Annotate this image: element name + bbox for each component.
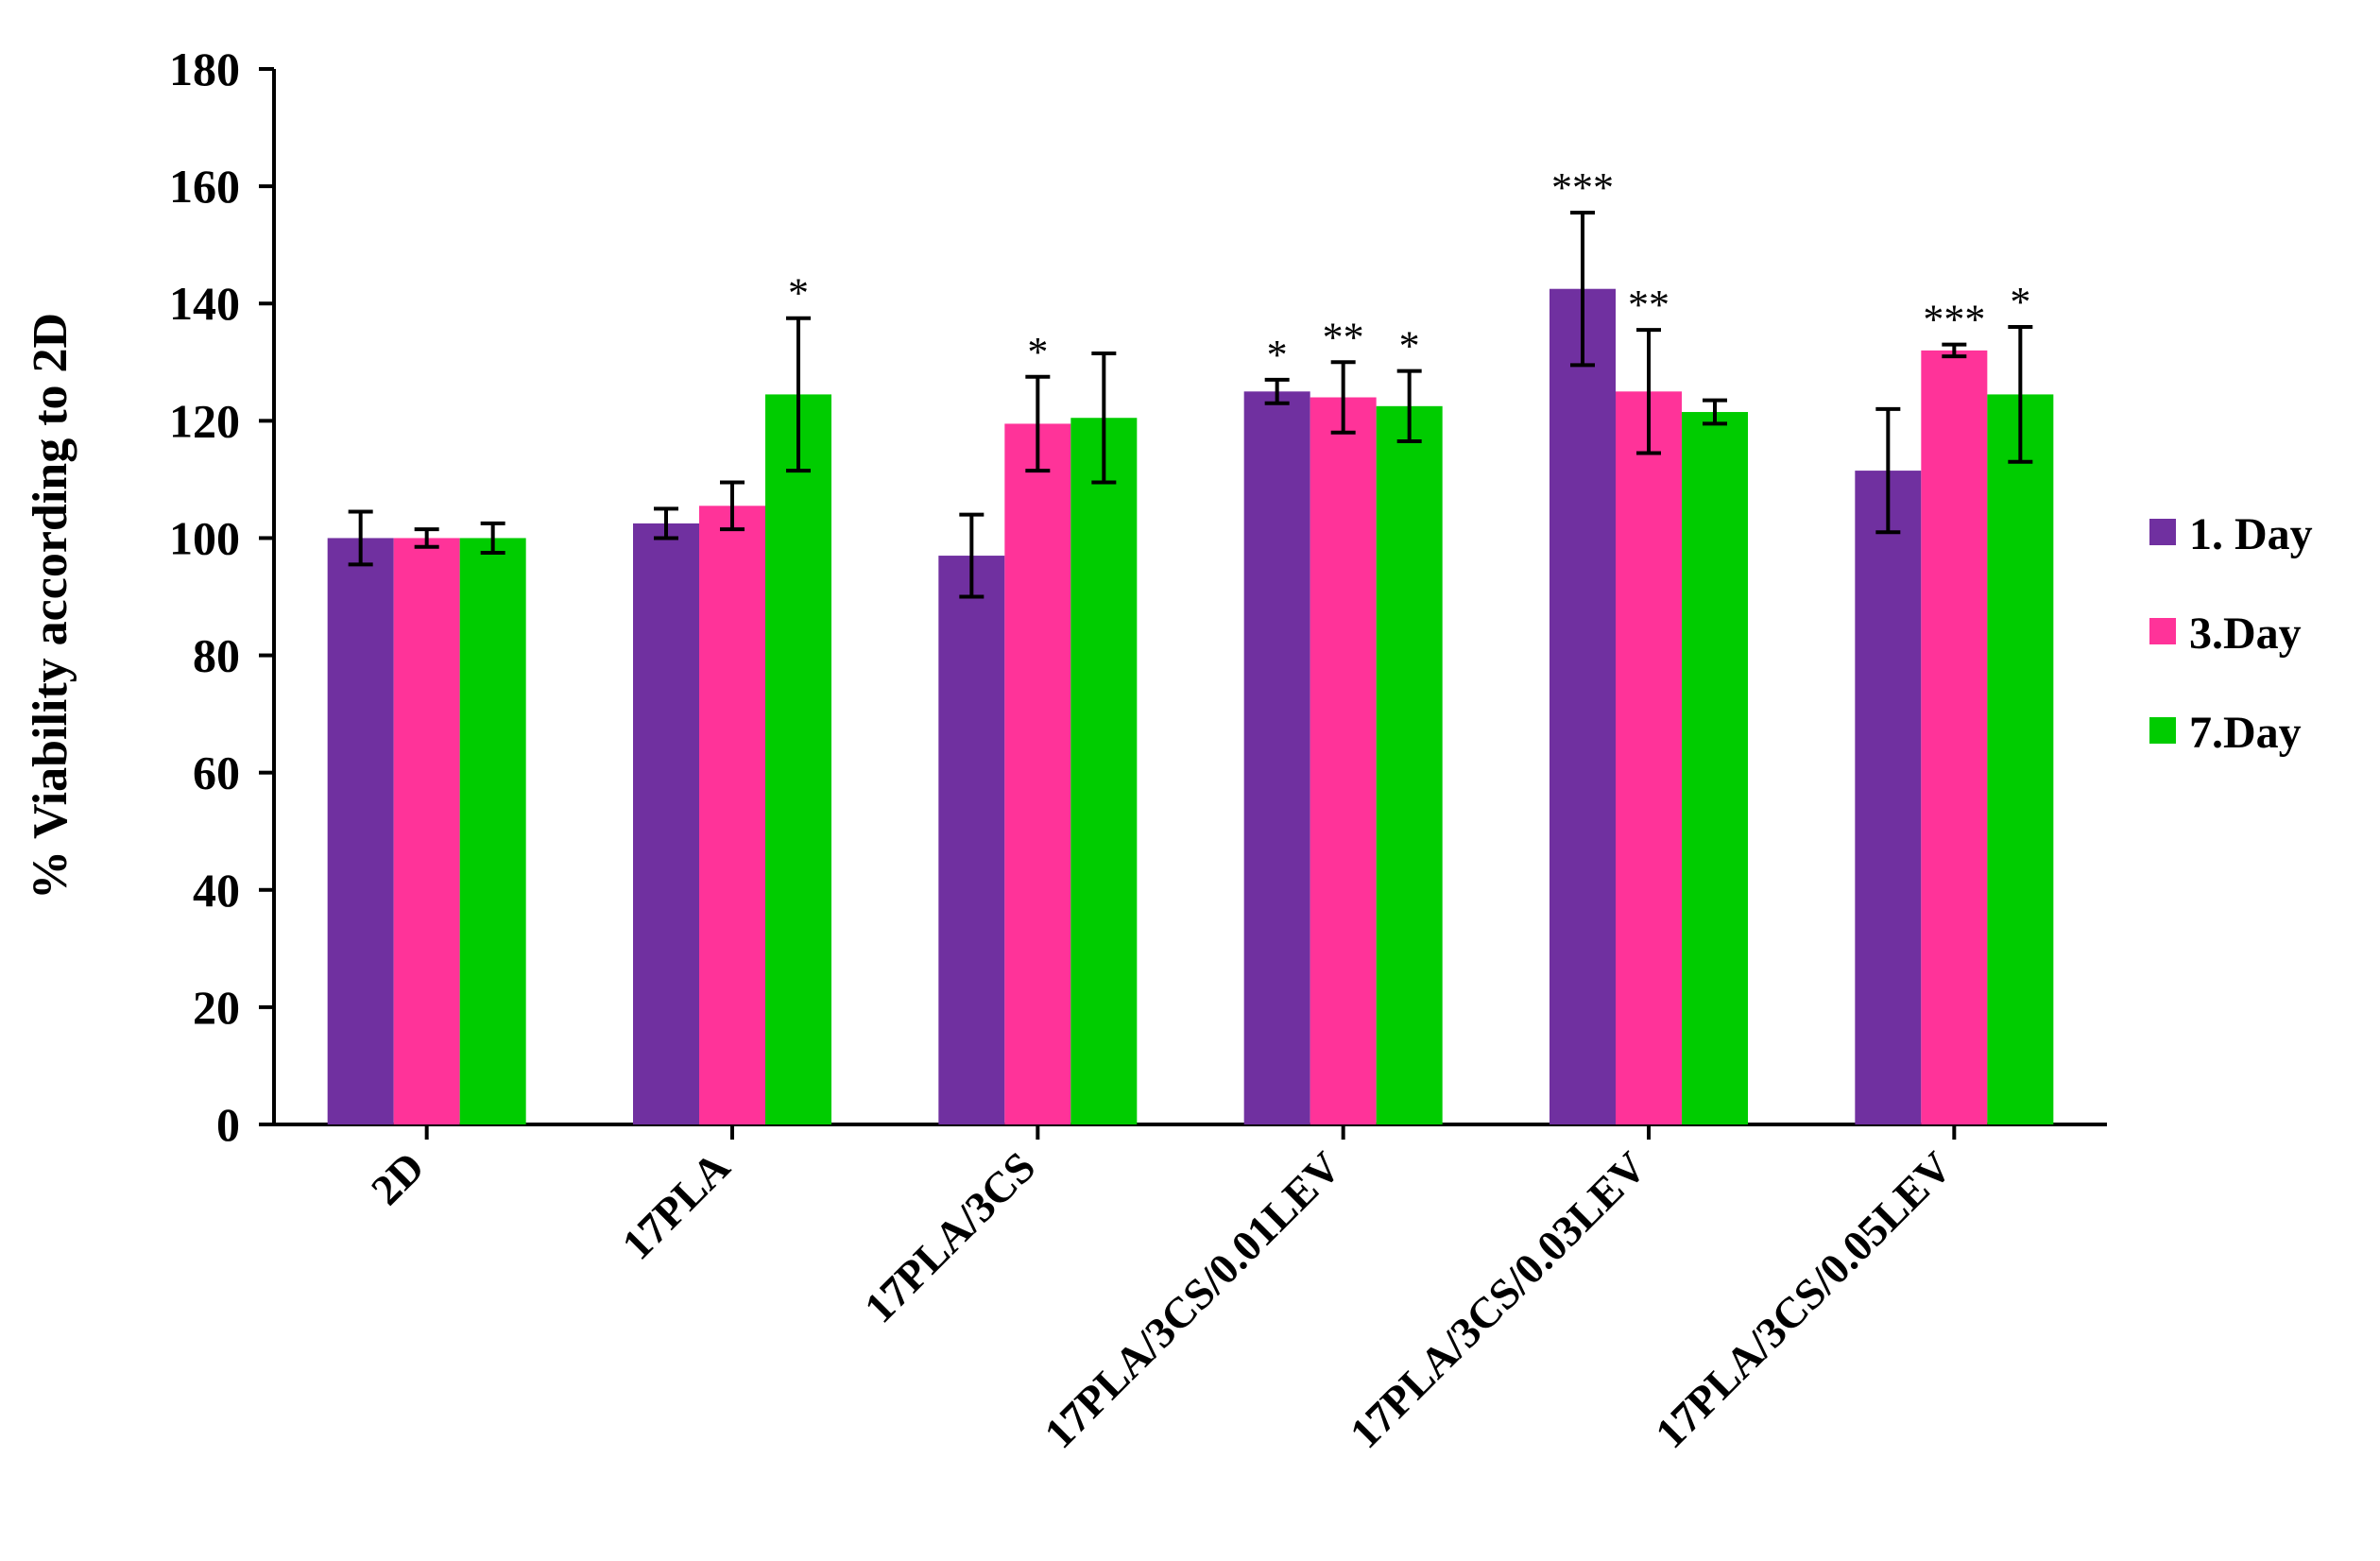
bar (1921, 350, 1988, 1124)
legend-swatch (2149, 618, 2176, 644)
y-tick-label: 40 (193, 864, 240, 917)
y-tick-label: 0 (216, 1098, 240, 1151)
significance-label: * (1267, 332, 1288, 378)
bar (1310, 397, 1377, 1124)
legend-label: 7.Day (2189, 708, 2302, 758)
legend: 1. Day 3.Day 7.Day (2149, 509, 2313, 758)
significance-label: * (1399, 323, 1420, 369)
error-bars-group (348, 211, 2033, 599)
annotations-group: ***** **** ****** (788, 164, 2030, 378)
bar (1550, 288, 1616, 1124)
x-tick-label: 17PLA/3CS (855, 1142, 1045, 1332)
legend-item: 7.Day (2149, 708, 2302, 758)
legend-label: 3.Day (2189, 609, 2302, 659)
y-axis-label: % Viability according to 2D (24, 313, 77, 900)
bar (393, 538, 460, 1124)
legend-item: 1. Day (2149, 509, 2313, 559)
bar (1004, 423, 1071, 1124)
significance-label: * (2010, 279, 2030, 325)
y-tick-label: 160 (169, 160, 240, 213)
bar (633, 523, 699, 1124)
y-tick-label: 120 (169, 394, 240, 447)
significance-label: *** (1923, 297, 1985, 343)
significance-label: ** (1628, 282, 1669, 328)
bar (1987, 394, 2054, 1124)
y-tick-label: 60 (193, 746, 240, 799)
x-tick-label: 17PLA (612, 1142, 739, 1269)
bar (1376, 405, 1443, 1124)
significance-label: *** (1551, 164, 1614, 211)
y-tick-label: 20 (193, 981, 240, 1034)
bar (1070, 418, 1138, 1124)
x-tick-label: 2D (362, 1142, 434, 1214)
x-tick-label: 17PLA/3CS/0.05LEV (1646, 1142, 1961, 1457)
bar (1616, 391, 1682, 1124)
significance-label: * (788, 270, 809, 317)
y-tick-label: 100 (169, 511, 240, 564)
bar (699, 506, 765, 1124)
axes-group (259, 67, 2107, 1140)
y-tick-label: 80 (193, 629, 240, 682)
bar (938, 556, 1005, 1124)
bar (327, 538, 394, 1124)
significance-label: ** (1323, 314, 1364, 360)
x-tick-label: 17PLA/3CS/0.01LEV (1035, 1142, 1349, 1457)
legend-swatch (2149, 717, 2176, 744)
bar (765, 394, 831, 1124)
bar (459, 538, 526, 1124)
x-tick-label: 17PLA/3CS/0.03LEV (1341, 1142, 1655, 1457)
legend-item: 3.Day (2149, 609, 2302, 659)
legend-swatch (2149, 519, 2176, 545)
legend-label: 1. Day (2189, 509, 2313, 559)
significance-label: * (1027, 329, 1048, 375)
bar (1682, 412, 1748, 1124)
y-tick-label: 180 (169, 43, 240, 95)
bars-group (327, 288, 2054, 1124)
bar (1855, 471, 1922, 1124)
y-tick-label: 140 (169, 277, 240, 330)
bar (1243, 391, 1310, 1124)
